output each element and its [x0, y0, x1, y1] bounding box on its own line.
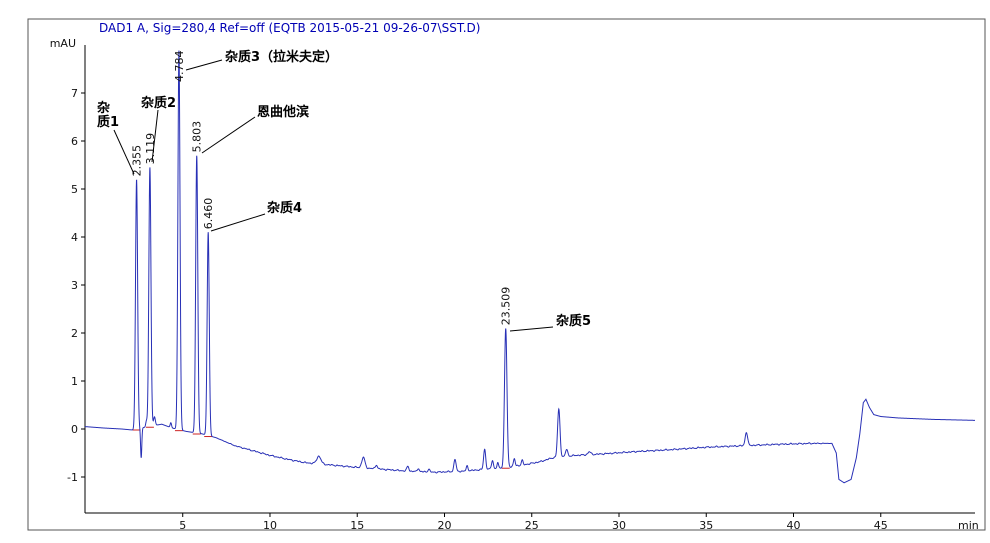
- svg-text:2.355: 2.355: [131, 145, 144, 177]
- svg-text:6.460: 6.460: [202, 198, 215, 230]
- svg-text:恩曲他滨: 恩曲他滨: [257, 104, 309, 120]
- svg-text:7: 7: [71, 87, 78, 100]
- svg-text:15: 15: [350, 519, 364, 532]
- svg-text:3: 3: [71, 279, 78, 292]
- svg-text:3.119: 3.119: [144, 133, 157, 165]
- svg-text:1: 1: [71, 375, 78, 388]
- svg-text:4.784: 4.784: [173, 51, 186, 83]
- svg-text:mAU: mAU: [50, 37, 76, 50]
- svg-text:质1: 质1: [97, 114, 119, 130]
- svg-text:20: 20: [437, 519, 451, 532]
- svg-text:0: 0: [71, 423, 78, 436]
- svg-text:-1: -1: [67, 471, 78, 484]
- svg-text:23.509: 23.509: [500, 287, 513, 326]
- svg-text:25: 25: [525, 519, 539, 532]
- svg-text:min: min: [958, 519, 979, 532]
- svg-text:杂: 杂: [97, 100, 110, 116]
- svg-text:杂质3（拉米夫定）: 杂质3（拉米夫定）: [225, 49, 338, 65]
- svg-text:杂质2: 杂质2: [141, 95, 176, 111]
- svg-text:4: 4: [71, 231, 78, 244]
- svg-text:45: 45: [874, 519, 888, 532]
- svg-text:10: 10: [263, 519, 277, 532]
- svg-text:30: 30: [612, 519, 626, 532]
- chart-title: DAD1 A, Sig=280,4 Ref=off (EQTB 2015-05-…: [99, 21, 481, 35]
- svg-text:5: 5: [179, 519, 186, 532]
- svg-text:40: 40: [787, 519, 801, 532]
- svg-text:5: 5: [71, 183, 78, 196]
- svg-text:5.803: 5.803: [191, 121, 204, 153]
- svg-text:6: 6: [71, 135, 78, 148]
- svg-text:杂质4: 杂质4: [267, 200, 302, 216]
- svg-text:2: 2: [71, 327, 78, 340]
- svg-text:杂质5: 杂质5: [556, 313, 591, 329]
- svg-text:35: 35: [699, 519, 713, 532]
